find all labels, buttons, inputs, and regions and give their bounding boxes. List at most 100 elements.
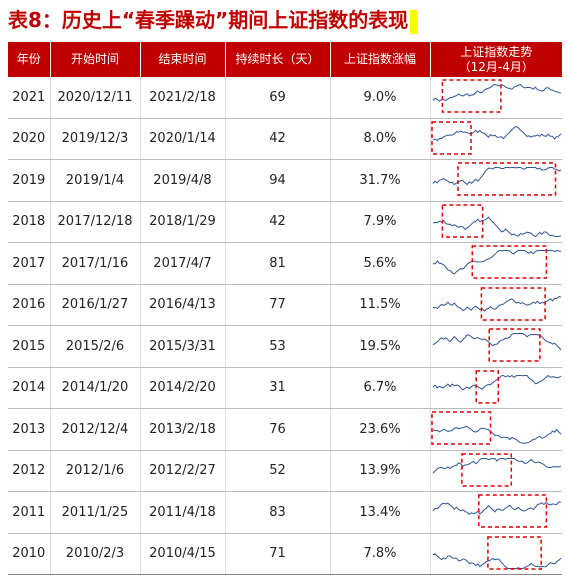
sparkline (432, 453, 561, 487)
sparkline (432, 162, 561, 196)
sparkline-cell (430, 159, 562, 202)
header-row: 年份 开始时间 结束时间 持续时长（天） 上证指数涨幅 上证指数走势 （12月-4月） (8, 42, 562, 77)
table-cell: 7.8% (330, 533, 431, 575)
table-cell: 19.5% (330, 325, 431, 368)
table-cell: 2012/2/27 (140, 450, 226, 492)
sparkline (432, 287, 561, 321)
highlight-box (474, 370, 499, 404)
highlight-box (441, 79, 502, 113)
highlight-box (487, 328, 541, 362)
table-cell: 2019/12/3 (50, 118, 141, 160)
table-cell: 2012/1/6 (50, 450, 141, 492)
column-header: 持续时长（天） (225, 42, 331, 77)
table-cell: 2011 (8, 491, 51, 534)
sparkline-path (432, 167, 561, 186)
sparkline-path (432, 84, 561, 102)
sparkline-cell (430, 118, 562, 160)
table-cell: 2011/4/18 (140, 491, 226, 534)
sparkline-path (432, 374, 561, 391)
table-cell: 2020 (8, 118, 51, 160)
sparkline-path (432, 333, 561, 351)
sparkline-path (432, 457, 561, 474)
table-cell: 2018 (8, 201, 51, 243)
table-cell: 2017/4/7 (140, 242, 226, 285)
sparkline-cell (430, 533, 562, 575)
column-header: 结束时间 (140, 42, 226, 77)
table-body: 2021 2020/12/11 2021/2/18 69 9.0% 2020 2019/12… (8, 77, 562, 575)
table-cell: 2021 (8, 77, 51, 119)
sparkline (432, 370, 561, 404)
table-cell: 2013/2/18 (140, 408, 226, 451)
highlight-box (471, 245, 547, 279)
sparkline-path (432, 426, 561, 445)
table-cell: 13.4% (330, 491, 431, 534)
sparkline-cell (430, 408, 562, 451)
sparkline-cell (430, 367, 562, 409)
table-cell: 83 (225, 491, 331, 534)
table-cell: 2011/1/25 (50, 491, 141, 534)
table-cell: 81 (225, 242, 331, 285)
highlight-box (480, 287, 546, 321)
table-cell: 2017/1/16 (50, 242, 141, 285)
table-row: 2015 2015/2/6 2015/3/31 53 19.5% (8, 325, 562, 368)
sparkline (432, 328, 561, 362)
table-cell: 2012 (8, 450, 51, 492)
table-row: 2010 2010/2/3 2010/4/15 71 7.8% (8, 533, 562, 575)
table-cell: 31.7% (330, 159, 431, 202)
table-cell: 2019/4/8 (140, 159, 226, 202)
table-cell: 2010/2/3 (50, 533, 141, 575)
highlight-box (460, 453, 512, 487)
highlight-box (430, 411, 491, 445)
table-cell: 71 (225, 533, 331, 575)
highlight-box (441, 204, 483, 238)
table-cell: 2012/12/4 (50, 408, 141, 451)
table: 年份 开始时间 结束时间 持续时长（天） 上证指数涨幅 上证指数走势 （12月-4月） 20… (8, 42, 562, 575)
table-row: 2011 2011/1/25 2011/4/18 83 13.4% (8, 491, 562, 534)
title-text: 表8：历史上“春季躁动”期间上证指数的表现 (8, 8, 409, 32)
table-cell: 2015 (8, 325, 51, 368)
table-cell: 42 (225, 201, 331, 243)
table-cell: 2014/2/20 (140, 367, 226, 409)
table-cell: 2017 (8, 242, 51, 285)
table-cell: 42 (225, 118, 331, 160)
table-row: 2013 2012/12/4 2013/2/18 76 23.6% (8, 408, 562, 451)
table-cell: 77 (225, 284, 331, 326)
column-header: 上证指数走势 （12月-4月） (430, 42, 562, 77)
table-cell: 6.7% (330, 367, 431, 409)
table-cell: 23.6% (330, 408, 431, 451)
table-cell: 2016/4/13 (140, 284, 226, 326)
table-cell: 94 (225, 159, 331, 202)
sparkline (430, 121, 561, 155)
table-cell: 11.5% (330, 284, 431, 326)
table-cell: 2020/12/11 (50, 77, 141, 119)
table-cell: 2016/1/27 (50, 284, 141, 326)
sparkline-path (432, 295, 561, 312)
sparkline-path (432, 250, 561, 275)
sparkline (432, 494, 561, 528)
table-cell: 76 (225, 408, 331, 451)
sparkline-path (432, 501, 561, 516)
table-cell: 2021/2/18 (140, 77, 226, 119)
table-cell: 52 (225, 450, 331, 492)
table-row: 2012 2012/1/6 2012/2/27 52 13.9% (8, 450, 562, 492)
column-header-line: （12月-4月） (458, 59, 534, 74)
sparkline-cell (430, 491, 562, 534)
sparkline-path (432, 125, 561, 141)
table-row: 2021 2020/12/11 2021/2/18 69 9.0% (8, 77, 562, 119)
table-cell: 2020/1/14 (140, 118, 226, 160)
table-row: 2018 2017/12/18 2018/1/29 42 7.9% (8, 201, 562, 243)
table-cell: 2019/1/4 (50, 159, 141, 202)
highlight-box (477, 494, 547, 528)
table-cell: 5.6% (330, 242, 431, 285)
table-cell: 53 (225, 325, 331, 368)
table-row: 2019 2019/1/4 2019/4/8 94 31.7% (8, 159, 562, 202)
column-header-line: 上证指数走势 (460, 44, 533, 59)
table-cell: 2019 (8, 159, 51, 202)
column-header: 年份 (8, 42, 51, 77)
table-cell: 2017/12/18 (50, 201, 141, 243)
sparkline-cell (430, 242, 562, 285)
highlight (410, 9, 419, 34)
sparkline-cell (430, 77, 562, 119)
table-cell: 2010 (8, 533, 51, 575)
